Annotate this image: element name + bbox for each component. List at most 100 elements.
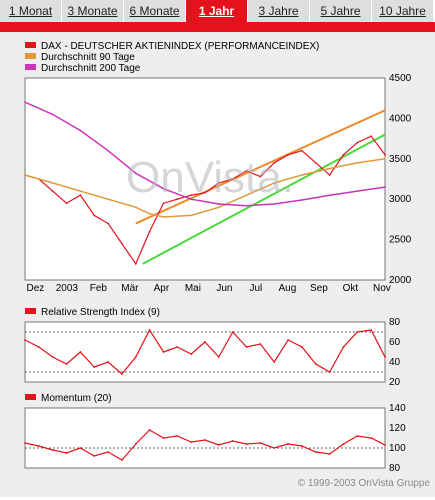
data-point-0-2-8: [245, 204, 248, 207]
x-tick-label-9: Sep: [310, 283, 328, 294]
data-point-0-1-10: [245, 194, 248, 197]
data-point-0-0-12: [190, 194, 193, 197]
data-point-1-0-18: [273, 361, 276, 363]
momentum-chart: Momentum (20) 80 100 120 140: [24, 393, 406, 474]
data-point-2-0-12: [190, 441, 193, 443]
data-point-1-0-20: [301, 346, 303, 348]
tab-3-jahre[interactable]: 3 Jahre: [248, 0, 310, 22]
data-point-1-0-24: [356, 331, 359, 333]
tab-1-jahr[interactable]: 1 Jahr: [186, 0, 248, 22]
data-point-0-0-13: [204, 191, 206, 194]
data-point-0-0-8: [134, 262, 137, 265]
tab-10-jahre[interactable]: 10 Jahre: [372, 0, 434, 22]
data-point-2-0-2: [51, 449, 54, 451]
y-tick-label-0-3: 3500: [389, 154, 412, 165]
data-point-0-0-5: [93, 214, 96, 217]
data-point-2-0-15: [231, 440, 234, 442]
y-tick-label-0-1: 2500: [389, 235, 412, 246]
data-point-1-0-22: [328, 371, 331, 373]
data-point-2-0-22: [328, 453, 331, 455]
data-point-1-0-4: [79, 351, 82, 353]
data-point-1-0-12: [190, 353, 193, 355]
legend-label-0-1: Durchschnitt 90 Tage: [41, 52, 135, 63]
trendline-0-0: [142, 133, 386, 265]
data-point-1-0-1: [37, 346, 40, 348]
trendline-0-1: [135, 109, 386, 225]
data-point-0-0-25: [370, 135, 373, 138]
data-point-0-0-20: [301, 149, 303, 152]
data-point-2-0-20: [301, 445, 303, 447]
data-point-1-0-13: [204, 341, 206, 343]
data-point-2-0-17: [259, 442, 262, 444]
data-point-0-0-6: [107, 222, 109, 225]
series-line-0-durchschnitt-200-tage: [24, 101, 386, 207]
data-point-0-1-5: [134, 206, 137, 209]
plot-frame-2: [24, 407, 386, 469]
data-point-0-0-26: [384, 153, 386, 156]
plot-frame-0: [24, 77, 386, 281]
legend-swatch-1-0: [25, 308, 36, 314]
data-point-2-0-4: [79, 447, 82, 449]
data-point-2-0-25: [370, 437, 373, 439]
data-point-2-0-26: [384, 444, 386, 446]
data-point-0-0-11: [176, 198, 179, 201]
data-point-0-2-1: [51, 113, 54, 116]
data-point-0-1-12: [301, 174, 303, 176]
data-point-2-0-21: [314, 451, 317, 453]
data-point-2-0-0: [24, 442, 26, 444]
data-point-1-0-2: [51, 356, 54, 358]
legend-label-2-0: Momentum (20): [41, 393, 112, 404]
data-point-2-0-23: [342, 443, 345, 445]
data-point-2-0-8: [134, 443, 137, 445]
data-point-1-0-5: [93, 366, 96, 368]
data-point-2-0-9: [148, 429, 151, 431]
tab-1-monat[interactable]: 1 Monat: [0, 0, 62, 22]
data-point-1-0-3: [65, 363, 68, 365]
x-tick-label-11: Nov: [373, 283, 391, 294]
data-point-1-0-21: [314, 363, 317, 365]
legend-swatch-0-0: [25, 42, 36, 48]
data-point-2-0-3: [65, 452, 68, 454]
data-point-0-1-3: [107, 198, 109, 201]
data-point-2-0-7: [121, 459, 123, 461]
data-point-0-2-6: [190, 198, 193, 201]
watermark: OnVista.: [126, 153, 294, 202]
tab-5-jahre[interactable]: 5 Jahre: [310, 0, 372, 22]
data-point-0-1-2: [79, 190, 82, 193]
data-point-0-1-11: [273, 182, 276, 184]
data-point-1-0-23: [342, 346, 345, 348]
data-point-0-0-4: [79, 194, 82, 197]
data-point-0-0-18: [273, 161, 276, 164]
data-point-0-0-21: [314, 161, 317, 164]
data-point-0-2-13: [384, 186, 386, 188]
legend-swatch-2-0: [25, 394, 36, 400]
data-point-0-0-9: [148, 230, 151, 233]
chart-panel: DAX - DEUTSCHER AKTIENINDEX (PERFORMANCE…: [0, 32, 435, 497]
legend-label-0-2: Durchschnitt 200 Tage: [41, 63, 141, 74]
data-point-0-1-8: [190, 214, 193, 217]
y-tick-label-0-0: 2000: [389, 275, 412, 286]
data-point-0-1-15: [384, 157, 386, 160]
data-point-0-2-4: [134, 172, 137, 175]
x-tick-label-6: Jun: [216, 283, 232, 294]
plot-frame-1: [24, 321, 386, 383]
data-point-0-0-17: [259, 175, 262, 178]
tab-6-monate[interactable]: 6 Monate: [124, 0, 186, 22]
data-point-0-1-7: [162, 216, 165, 218]
data-point-0-1-1: [51, 182, 54, 184]
data-point-0-2-11: [328, 194, 331, 197]
data-point-1-0-15: [231, 331, 234, 333]
data-point-0-1-4: [121, 202, 123, 205]
tab-3-monate[interactable]: 3 Monate: [62, 0, 124, 22]
data-point-1-0-6: [107, 361, 109, 363]
data-point-0-2-2: [79, 129, 82, 132]
period-tab-bar: 1 Monat 3 Monate 6 Monate 1 Jahr 3 Jahre…: [0, 0, 435, 24]
x-tick-label-3: Mär: [121, 283, 139, 294]
data-point-0-1-14: [356, 161, 359, 164]
data-point-0-0-24: [356, 141, 359, 144]
data-point-0-0-10: [162, 202, 165, 205]
x-tick-label-8: Aug: [278, 283, 296, 294]
data-point-0-0-2: [51, 190, 54, 193]
y-tick-label-1-1: 40: [389, 357, 401, 368]
x-tick-label-1: 2003: [56, 283, 79, 294]
